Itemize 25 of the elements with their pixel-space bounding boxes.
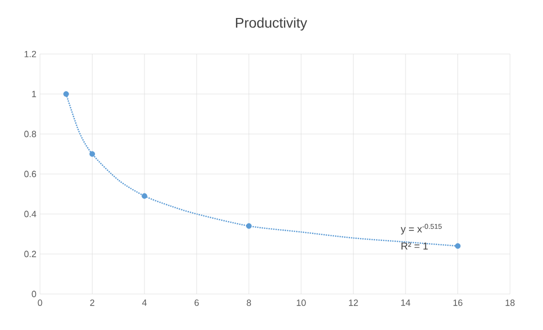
x-tick-label: 18 [506,300,515,306]
x-tick-label: 8 [246,300,251,306]
x-tick-label: 12 [349,300,358,306]
point [246,223,252,229]
x-tick-label: 0 [38,300,42,306]
y-tick-label: 1.2 [24,50,36,58]
y-tick-label: 0.2 [24,250,36,258]
x-tick-label: 4 [142,300,147,306]
annotation: y = x$^{-0.515}$ [400,224,442,234]
x-tick-label: 2 [90,300,94,306]
x-tick-label: 16 [453,300,462,306]
point [89,151,96,157]
point [63,91,69,97]
annotation: R² = 1 [402,242,428,250]
y-tick-label: 0.4 [24,210,36,218]
x-tick-label: 14 [401,300,410,306]
y-tick-label: 0.6 [24,170,36,178]
y-tick-label: 0.8 [24,130,36,138]
y-tick-label: 0 [32,290,36,298]
x-tick-label: 10 [296,300,306,306]
chart-title: Productivity [236,17,308,31]
point [454,243,461,249]
x-tick-label: 6 [194,300,199,306]
y-tick-label: 1 [32,90,36,98]
point [142,193,148,199]
